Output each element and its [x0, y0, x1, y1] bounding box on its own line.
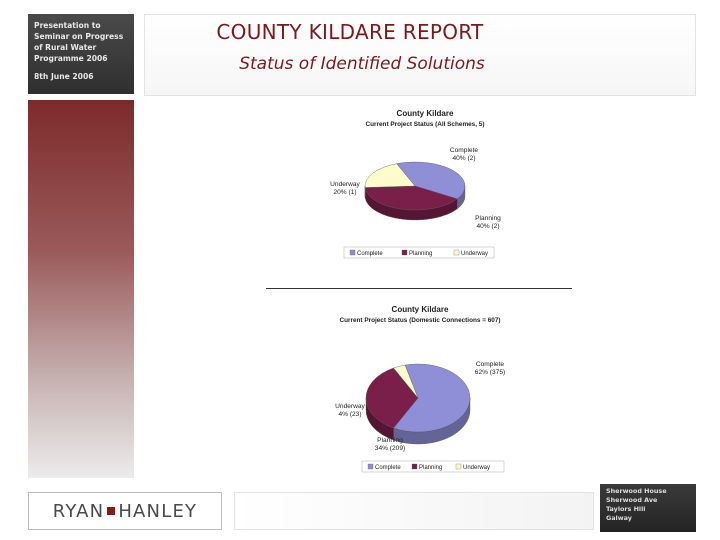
presentation-date: 8th June 2006: [34, 72, 94, 81]
pie-label-planning: Planning: [475, 215, 501, 222]
pie-slice-complete: [396, 161, 466, 200]
presentation-line-2: Seminar on Progress: [34, 32, 124, 41]
pie-label-planning: 34% (209): [375, 445, 405, 452]
pie-slice-complete: [393, 363, 471, 433]
pie-slice-planning: [365, 367, 419, 429]
pie-label-underway: Underway: [335, 403, 365, 410]
pie-label-underway: 4% (23): [338, 411, 361, 418]
legend-swatch-planning: [411, 463, 418, 470]
presentation-line-4: Programme 2006: [34, 54, 108, 63]
logo-word-ryan: RYAN: [52, 500, 105, 522]
pie-label-complete: 62% (375): [475, 369, 505, 376]
legend-label-planning: Planning: [419, 465, 442, 471]
legend-swatch-complete: [367, 463, 374, 470]
pie-slice-planning: [364, 185, 458, 211]
pie-slice-underway: [364, 163, 416, 188]
presentation-info-box: Presentation to Seminar on Progress of R…: [28, 14, 134, 94]
pie-slice-underway: [393, 364, 419, 399]
sidebar-gradient-bar: [28, 100, 134, 478]
legend-label-underway: Underway: [461, 251, 488, 257]
pie-label-planning: 40% (2): [476, 223, 499, 230]
presentation-line-3: of Rural Water: [34, 43, 97, 52]
report-title: COUNTY KILDARE REPORT: [216, 20, 484, 44]
pie-chart-all-schemes: County Kildare Current Project Status (A…: [330, 109, 501, 259]
chart-separator-line: [266, 288, 572, 289]
pie-label-complete: Complete: [450, 147, 479, 154]
pie-label-underway: 20% (1): [333, 189, 356, 196]
logo-word-hanley: HANLEY: [118, 500, 198, 522]
pie-label-planning: Planning: [377, 437, 403, 444]
title-panel: [144, 14, 696, 96]
legend-swatch-complete: [349, 249, 356, 256]
chart2-subtitle: Current Project Status (Domestic Connect…: [339, 317, 500, 324]
chart1-title: County Kildare: [397, 109, 454, 118]
chart2-title: County Kildare: [392, 305, 449, 314]
legend-label-underway: Underway: [463, 465, 490, 471]
report-subtitle: Status of Identified Solutions: [239, 54, 485, 74]
legend-box: [361, 460, 505, 473]
pie-chart-domestic-connections: County Kildare Current Project Status (D…: [335, 305, 505, 473]
footer-panel: [234, 492, 594, 530]
address-line-1: Sherwood House: [606, 487, 667, 495]
ryan-hanley-logo: RYAN HANLEY: [28, 492, 222, 530]
legend-label-planning: Planning: [409, 251, 432, 257]
legend-label-complete: Complete: [375, 465, 401, 471]
chart1-subtitle: Current Project Status (All Schemes, 5): [366, 121, 485, 128]
pie-label-underway: Underway: [330, 181, 360, 188]
legend-swatch-planning: [401, 249, 408, 256]
pie-label-complete: Complete: [476, 361, 505, 368]
address-line-4: Galway: [606, 514, 632, 522]
pie-label-complete: 40% (2): [452, 155, 475, 162]
address-line-3: Taylors Hill: [606, 505, 646, 513]
legend-box: [343, 246, 495, 259]
presentation-line-1: Presentation to: [34, 21, 101, 30]
address-line-2: Sherwood Ave: [606, 496, 658, 504]
logo-square-icon: [107, 507, 116, 515]
legend-label-complete: Complete: [357, 251, 383, 257]
address-box: Sherwood House Sherwood Ave Taylors Hill…: [600, 484, 696, 532]
legend-swatch-underway: [455, 463, 462, 470]
legend-swatch-underway: [453, 249, 460, 256]
